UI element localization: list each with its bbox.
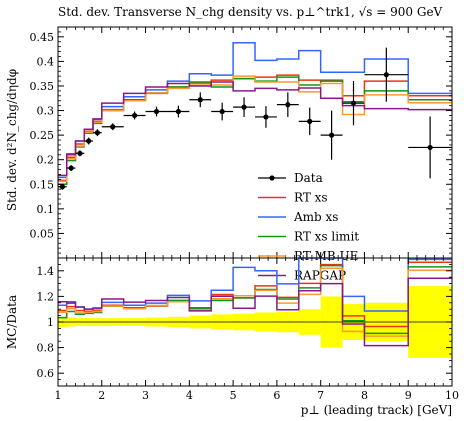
- main-frame: [57, 26, 453, 259]
- x-tick-label: 6: [273, 389, 280, 402]
- ratio-y-tick-label: 1.4: [37, 265, 55, 278]
- data-point: [132, 112, 138, 119]
- main-y-tick-label: 0.05: [30, 227, 55, 240]
- main-y-tick-label: 0.1: [37, 203, 55, 216]
- legend-label-rt-mb-ue: RT MB UE: [294, 249, 358, 263]
- ratio-line-rt-xs-limit: [58, 264, 452, 335]
- ratio-line-rt-xs: [58, 261, 452, 328]
- x-tick-label: 10: [445, 389, 459, 402]
- series-line-rapgap: [58, 81, 452, 177]
- main-y-tick-label: 0.35: [30, 80, 55, 93]
- ratio-panel: 0.6 0.8 1 1.2 1.4 1 2 3 4 5 6 7 8 9 10: [37, 257, 459, 402]
- data-point: [219, 108, 225, 115]
- chart-title: Std. dev. Transverse N_chg density vs. p…: [58, 5, 443, 19]
- main-y-tick-label: 0.4: [37, 55, 55, 68]
- data-point: [329, 132, 335, 138]
- legend-marker-data: [269, 175, 275, 181]
- x-tick-label: 3: [142, 389, 149, 402]
- series-line-rt-mb-ue: [58, 75, 452, 183]
- ratio-y-tick-label: 1.2: [37, 290, 55, 303]
- ratio-line-rapgap: [58, 277, 452, 347]
- data-point: [77, 150, 83, 156]
- legend-label-rt-xs: RT xs: [294, 191, 328, 205]
- data-point: [153, 108, 160, 115]
- data-point: [175, 108, 181, 115]
- x-tick-label: 9: [405, 389, 412, 402]
- x-tick-label: 2: [98, 389, 105, 402]
- series-line-rt-xs-limit: [58, 76, 452, 186]
- main-y-tick-label: 0.25: [30, 129, 55, 142]
- main-y-tick-label: 0.45: [30, 31, 55, 44]
- data-point: [241, 104, 247, 110]
- data-point: [383, 72, 389, 78]
- ratio-y-tick-label: 1: [47, 316, 54, 329]
- legend-label-amb-xs: Amb xs: [293, 210, 338, 224]
- data-point: [94, 130, 100, 136]
- data-point: [86, 138, 92, 144]
- main-y-tick-label: 0.2: [37, 154, 55, 167]
- main-y-tick-label: 0.3: [37, 105, 55, 118]
- x-tick-label: 1: [55, 389, 62, 402]
- ratio-y-tick-label: 0.8: [37, 342, 55, 355]
- ratio-y-tick-label: 0.6: [37, 367, 55, 380]
- x-axis-label: p⊥ (leading track) [GeV]: [301, 403, 452, 417]
- x-tick-label: 4: [186, 389, 193, 402]
- data-point: [68, 165, 74, 171]
- legend-label-rt-xs-limit: RT xs limit: [294, 230, 359, 244]
- ratio-y-axis-label: MC/Data: [5, 295, 19, 349]
- data-point: [427, 144, 433, 151]
- x-tick-label: 7: [317, 389, 324, 402]
- main-y-tick-label: 0.15: [30, 178, 55, 191]
- x-tick-label: 5: [230, 389, 237, 402]
- data-point: [59, 184, 65, 190]
- data-point: [350, 100, 357, 106]
- data-point: [197, 97, 203, 103]
- data-point: [110, 124, 116, 130]
- data-point: [263, 114, 269, 120]
- legend-label-data: Data: [294, 171, 323, 185]
- data-point: [285, 102, 291, 108]
- main-y-axis-label: Std. dev. d²N_chg/dηdφ: [5, 69, 19, 211]
- x-tick-label: 8: [361, 389, 368, 402]
- ratio-line-rt-mb-ue: [58, 267, 452, 337]
- main-panel: 0.05 0.1 0.15 0.2 0.25 0.3 0.35 0.4 0.45 Data RT x…: [30, 26, 453, 283]
- data-point: [307, 118, 313, 124]
